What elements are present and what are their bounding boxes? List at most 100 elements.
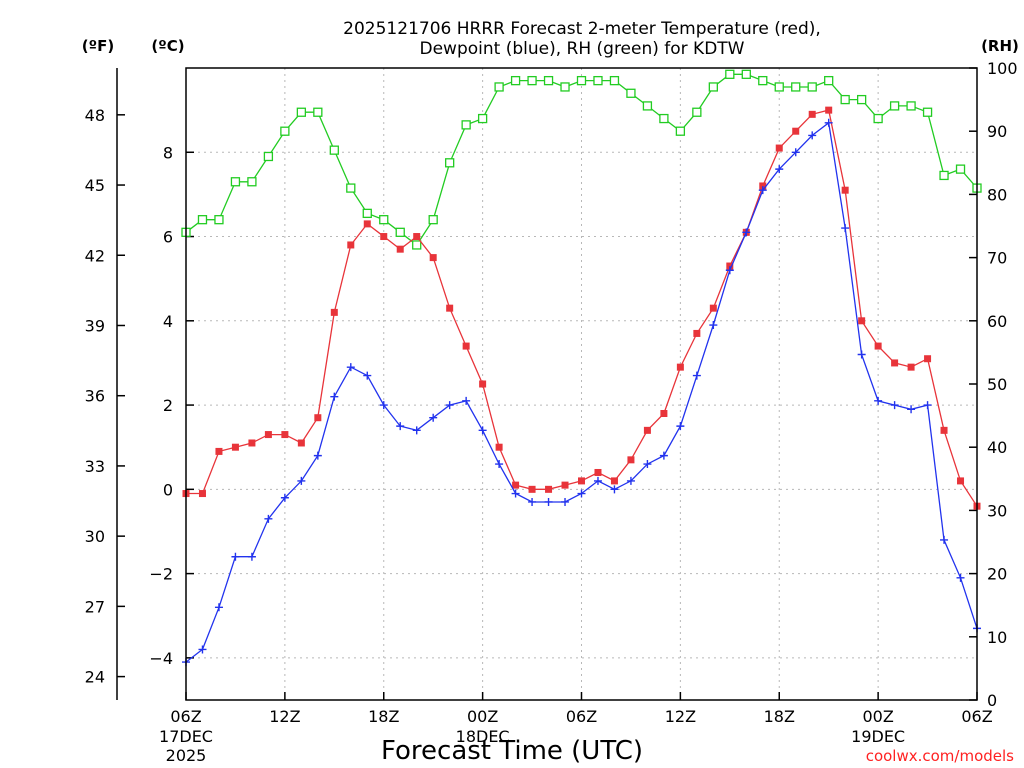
rh-point [346, 183, 356, 193]
rh-point [939, 170, 949, 181]
temperature-point [759, 182, 767, 190]
dewpoint-point [412, 426, 421, 435]
rh-point [560, 82, 570, 92]
fahrenheit-tick-label: 27 [85, 597, 105, 616]
rh-point [412, 240, 422, 250]
temperature-point [347, 241, 355, 249]
temperature-point [248, 439, 256, 447]
rh-tick-label: 100 [987, 59, 1018, 78]
temperature-point [264, 431, 272, 439]
rh-tick-label: 40 [987, 438, 1007, 457]
rh-tick-label: 10 [987, 628, 1007, 647]
temperature-point [726, 262, 734, 270]
temperature-point [413, 233, 421, 241]
temperature-point [643, 426, 651, 434]
plot-frame [185, 67, 978, 701]
temperature-point [363, 220, 371, 228]
time-tick-label: 18Z [368, 707, 399, 726]
celsius-tick-label: 4 [163, 312, 173, 331]
temperature-point [841, 186, 849, 194]
temperature-point [808, 110, 816, 118]
rh-point [642, 101, 653, 111]
temperature-point [627, 456, 635, 464]
rh-point [807, 82, 817, 92]
dewpoint-point [758, 186, 767, 195]
rh-point [395, 227, 405, 237]
rh-point [313, 107, 323, 117]
dewpoint-point [231, 552, 240, 561]
dewpoint-point [313, 451, 322, 460]
temperature-point [314, 414, 322, 422]
fahrenheit-unit-label: (ºF) [82, 37, 114, 55]
temperature-point [792, 127, 800, 135]
time-tick-label: 06Z [961, 707, 992, 726]
temperature-point [231, 443, 239, 451]
dewpoint-point [528, 497, 537, 506]
celsius-tick-label: 6 [163, 228, 173, 247]
temperature-point [874, 342, 882, 350]
time-tick-label: 00Z [862, 707, 893, 726]
credit-label: coolwx.com/models [866, 747, 1014, 765]
fahrenheit-tick-label: 42 [85, 246, 105, 265]
temperature-point [594, 468, 602, 476]
rh-point [774, 82, 784, 92]
rh-point [576, 75, 587, 86]
celsius-tick-label: 0 [163, 480, 173, 499]
rh-point [510, 75, 521, 86]
rh-point [445, 158, 455, 168]
rh-point [626, 88, 636, 98]
temperature-point [396, 245, 404, 253]
dewpoint-point [593, 476, 602, 485]
rh-tick-label: 20 [987, 565, 1007, 584]
dewpoint-point [379, 401, 388, 410]
temperature-point [957, 477, 965, 485]
rh-point [329, 145, 339, 155]
dewpoint-point [692, 371, 701, 380]
rh-point [197, 215, 208, 225]
dewpoint-point [907, 405, 916, 414]
celsius-axis: −4 −2 0 2 4 6 8 [149, 143, 194, 668]
dewpoint-point [330, 392, 339, 401]
temperature-point [940, 426, 948, 434]
dewpoint-point [742, 228, 751, 237]
dewpoint-point [610, 485, 619, 494]
dewpoint-point [363, 371, 372, 380]
dewpoint-point [676, 422, 685, 431]
rh-tick-label: 70 [987, 249, 1007, 268]
temperature-point [891, 359, 899, 367]
chart-title-line-2: Dewpoint (blue), RH (green) for KDTW [419, 39, 744, 59]
dewpoint-point [940, 535, 949, 544]
rh-point [296, 107, 307, 117]
rh-point [906, 101, 916, 111]
rh-tick-label: 60 [987, 312, 1007, 331]
temperature-point [858, 317, 866, 325]
temperature-point [281, 431, 289, 439]
rh-point [230, 177, 241, 187]
temperature-point [462, 342, 470, 350]
temperature-point [512, 481, 520, 489]
date-label: 17DEC [159, 727, 213, 746]
dewpoint-point [544, 497, 553, 506]
dewpoint-point [725, 266, 734, 275]
rh-point [494, 82, 504, 92]
rh-point [362, 208, 372, 219]
temperature-point [676, 363, 684, 371]
celsius-tick-label: 8 [163, 143, 173, 162]
rh-point [461, 120, 471, 130]
rh-tick-label: 90 [987, 122, 1007, 141]
time-tick-label: 06Z [566, 707, 597, 726]
rh-point [214, 215, 224, 225]
rh-point [824, 75, 834, 86]
rh-point [247, 177, 257, 187]
rh-axis: 0 10 20 30 40 50 60 70 80 90 100 [969, 59, 1018, 710]
dewpoint-point [808, 131, 817, 140]
temperature-point [528, 485, 536, 493]
rh-point [527, 75, 537, 86]
time-tick-label: 06Z [170, 707, 201, 726]
rh-point [889, 101, 900, 111]
dewpoint-point [396, 422, 405, 431]
dewpoint-point [198, 645, 207, 654]
dewpoint-point [577, 489, 586, 498]
rh-point [922, 107, 933, 117]
